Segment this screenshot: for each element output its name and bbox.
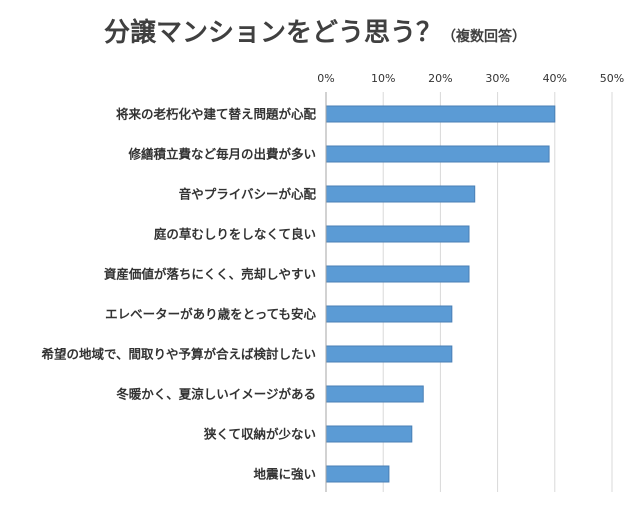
category-label: 資産価値が落ちにくく、売却しやすい: [104, 267, 316, 282]
chart-subtitle: （複数回答）: [442, 29, 526, 45]
x-tick-label: 50%: [600, 72, 624, 85]
category-label: 将来の老朽化や建て替え問題が心配: [116, 107, 317, 122]
x-tick-label: 40%: [543, 72, 567, 85]
category-label: 庭の草むしりをしなくて良い: [154, 227, 316, 242]
x-tick-label: 20%: [428, 72, 452, 85]
bars: [325, 105, 556, 483]
x-tick-label: 30%: [485, 72, 509, 85]
category-label: エレベーターがあり歳をとっても安心: [105, 307, 316, 322]
category-label: 希望の地域で、間取りや予算が合えば検討したい: [40, 347, 316, 362]
chart-title: 分譲マンションをどう思う？（複数回答）: [0, 12, 630, 49]
category-label: 修繕積立費など毎月の出費が多い: [127, 147, 316, 162]
category-labels: 将来の老朽化や建て替え問題が心配修繕積立費など毎月の出費が多い音やプライバシーが…: [40, 107, 316, 482]
bar: [325, 145, 550, 163]
x-tick-label: 0%: [317, 72, 334, 85]
bar: [325, 465, 390, 483]
bar: [325, 305, 453, 323]
bar: [325, 385, 424, 403]
category-label: 狭くて収納が少ない: [203, 427, 316, 442]
category-label: 音やプライバシーが心配: [179, 187, 317, 202]
bar: [325, 425, 413, 443]
category-label: 冬暖かく、夏涼しいイメージがある: [116, 387, 316, 402]
x-tick-label: 10%: [371, 72, 395, 85]
bar: [325, 185, 476, 203]
bar: [325, 265, 470, 283]
bar: [325, 345, 453, 363]
bar: [325, 225, 470, 243]
x-tick-labels: 0% 10% 20% 30% 40% 50%: [317, 72, 624, 85]
bar: [325, 105, 556, 123]
category-label: 地震に強い: [253, 467, 316, 482]
chart-title-main: 分譲マンションをどう思う？: [103, 18, 442, 48]
